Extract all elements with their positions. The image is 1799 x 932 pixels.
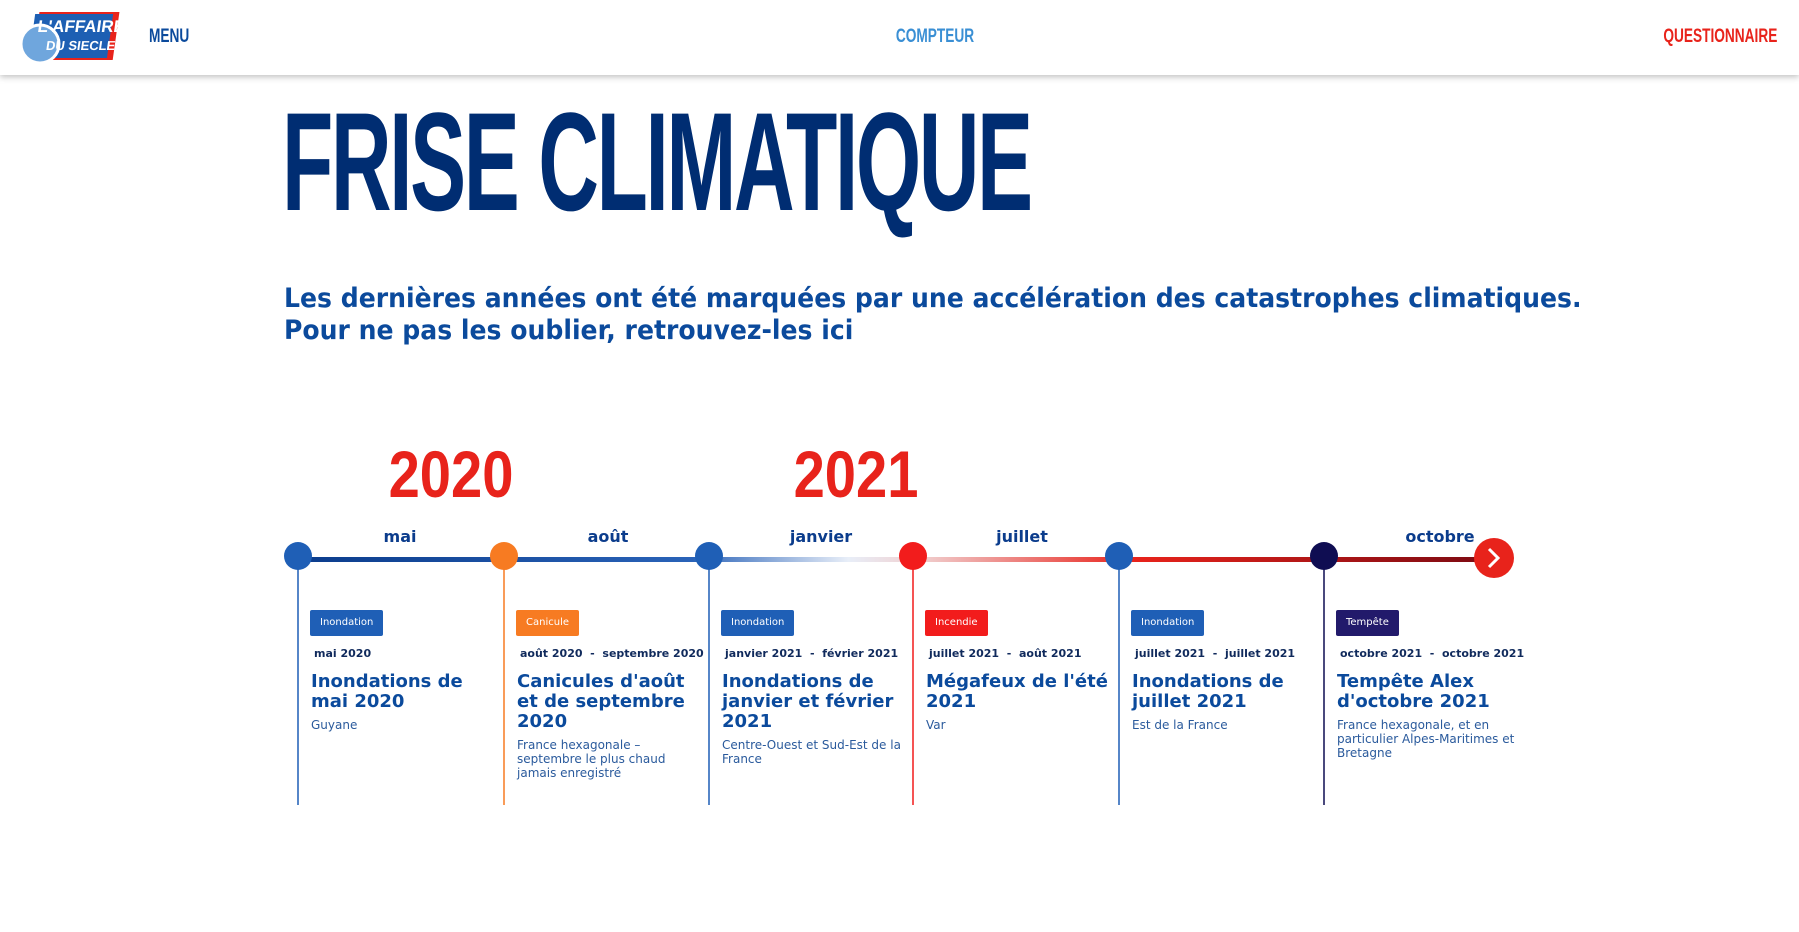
event-location: Centre-Ouest et Sud-Est de la France <box>722 738 901 766</box>
header: L'AFFAIRE DU SIECLE MENU COMPTEUR QUESTI… <box>0 0 1799 75</box>
date-end: juillet 2021 <box>1224 647 1296 660</box>
event-dot <box>284 542 312 570</box>
event-tag: Inondation <box>1131 610 1205 636</box>
event-tag: Incendie <box>925 610 988 636</box>
event-date: janvier 2021 - février 2021 <box>725 647 899 660</box>
date-start: août 2020 <box>520 647 583 660</box>
event-location: Guyane <box>311 718 358 732</box>
month-label: août <box>587 527 629 546</box>
date-end: septembre 2020 <box>602 647 704 660</box>
event-date: juillet 2021 - août 2021 <box>929 647 1082 660</box>
month-label: janvier <box>789 527 853 546</box>
event-dot <box>1105 542 1133 570</box>
event-tag: Inondation <box>721 610 795 636</box>
event-location: Est de la France <box>1132 718 1228 732</box>
event-dot <box>1310 542 1338 570</box>
event-date: juillet 2021 - juillet 2021 <box>1135 647 1296 660</box>
event-date: mai 2020 <box>314 647 371 660</box>
event-title[interactable]: Mégafeux de l'été 2021 <box>926 671 1108 712</box>
event-dot <box>490 542 518 570</box>
event-date: août 2020 - septembre 2020 <box>520 647 704 660</box>
logo-text: DU SIECLE <box>45 38 117 53</box>
year-label: 2020 <box>388 437 514 511</box>
date-start: juillet 2021 <box>929 647 1000 660</box>
event-tag: Canicule <box>516 610 579 636</box>
timeline <box>284 538 1514 805</box>
event-title[interactable]: Inondations de mai 2020 <box>311 671 463 712</box>
event-title[interactable]: Canicules d'août et de septembre 2020 <box>517 671 685 732</box>
date-start: janvier 2021 <box>725 647 803 660</box>
month-label: juillet <box>996 527 1048 546</box>
next-arrow <box>1487 547 1501 569</box>
nav-link[interactable]: MENU <box>149 26 190 47</box>
year-label: 2021 <box>793 437 919 511</box>
date-start: octobre 2021 <box>1340 647 1423 660</box>
subtitle: Les dernières années ont été marquées pa… <box>284 283 1582 314</box>
date-end: février 2021 <box>822 647 899 660</box>
event-tag: Tempête <box>1336 610 1399 636</box>
month-label: mai <box>383 527 417 546</box>
date-end: octobre 2021 <box>1442 647 1525 660</box>
event-location: France hexagonale – septembre le plus ch… <box>517 738 666 780</box>
nav-link[interactable]: COMPTEUR <box>895 26 975 47</box>
event-location: Var <box>926 718 946 732</box>
event-date: octobre 2021 - octobre 2021 <box>1340 647 1525 660</box>
nav-link[interactable]: QUESTIONNAIRE <box>1662 26 1777 47</box>
event-title[interactable]: Inondations de janvier et février 2021 <box>722 671 894 732</box>
logo[interactable]: L'AFFAIRE DU SIECLE <box>18 8 124 66</box>
event-tag: Inondation <box>310 610 384 636</box>
month-label: octobre <box>1405 527 1475 546</box>
event-dot <box>899 542 927 570</box>
date-start: mai 2020 <box>314 647 372 660</box>
subtitle: Pour ne pas les oublier, retrouvez-les i… <box>284 315 854 346</box>
event-title[interactable]: Inondations de juillet 2021 <box>1132 671 1284 712</box>
event-dot <box>695 542 723 570</box>
next-button[interactable] <box>1474 538 1514 578</box>
page-title: FRISE CLIMATIQUE <box>282 83 1033 240</box>
event-title[interactable]: Tempête Alex d'octobre 2021 <box>1337 671 1490 712</box>
date-start: juillet 2021 <box>1135 647 1206 660</box>
event-location: France hexagonale, et en particulier Alp… <box>1337 718 1515 760</box>
date-end: août 2021 <box>1018 647 1082 660</box>
logo-text: L'AFFAIRE <box>37 17 124 36</box>
